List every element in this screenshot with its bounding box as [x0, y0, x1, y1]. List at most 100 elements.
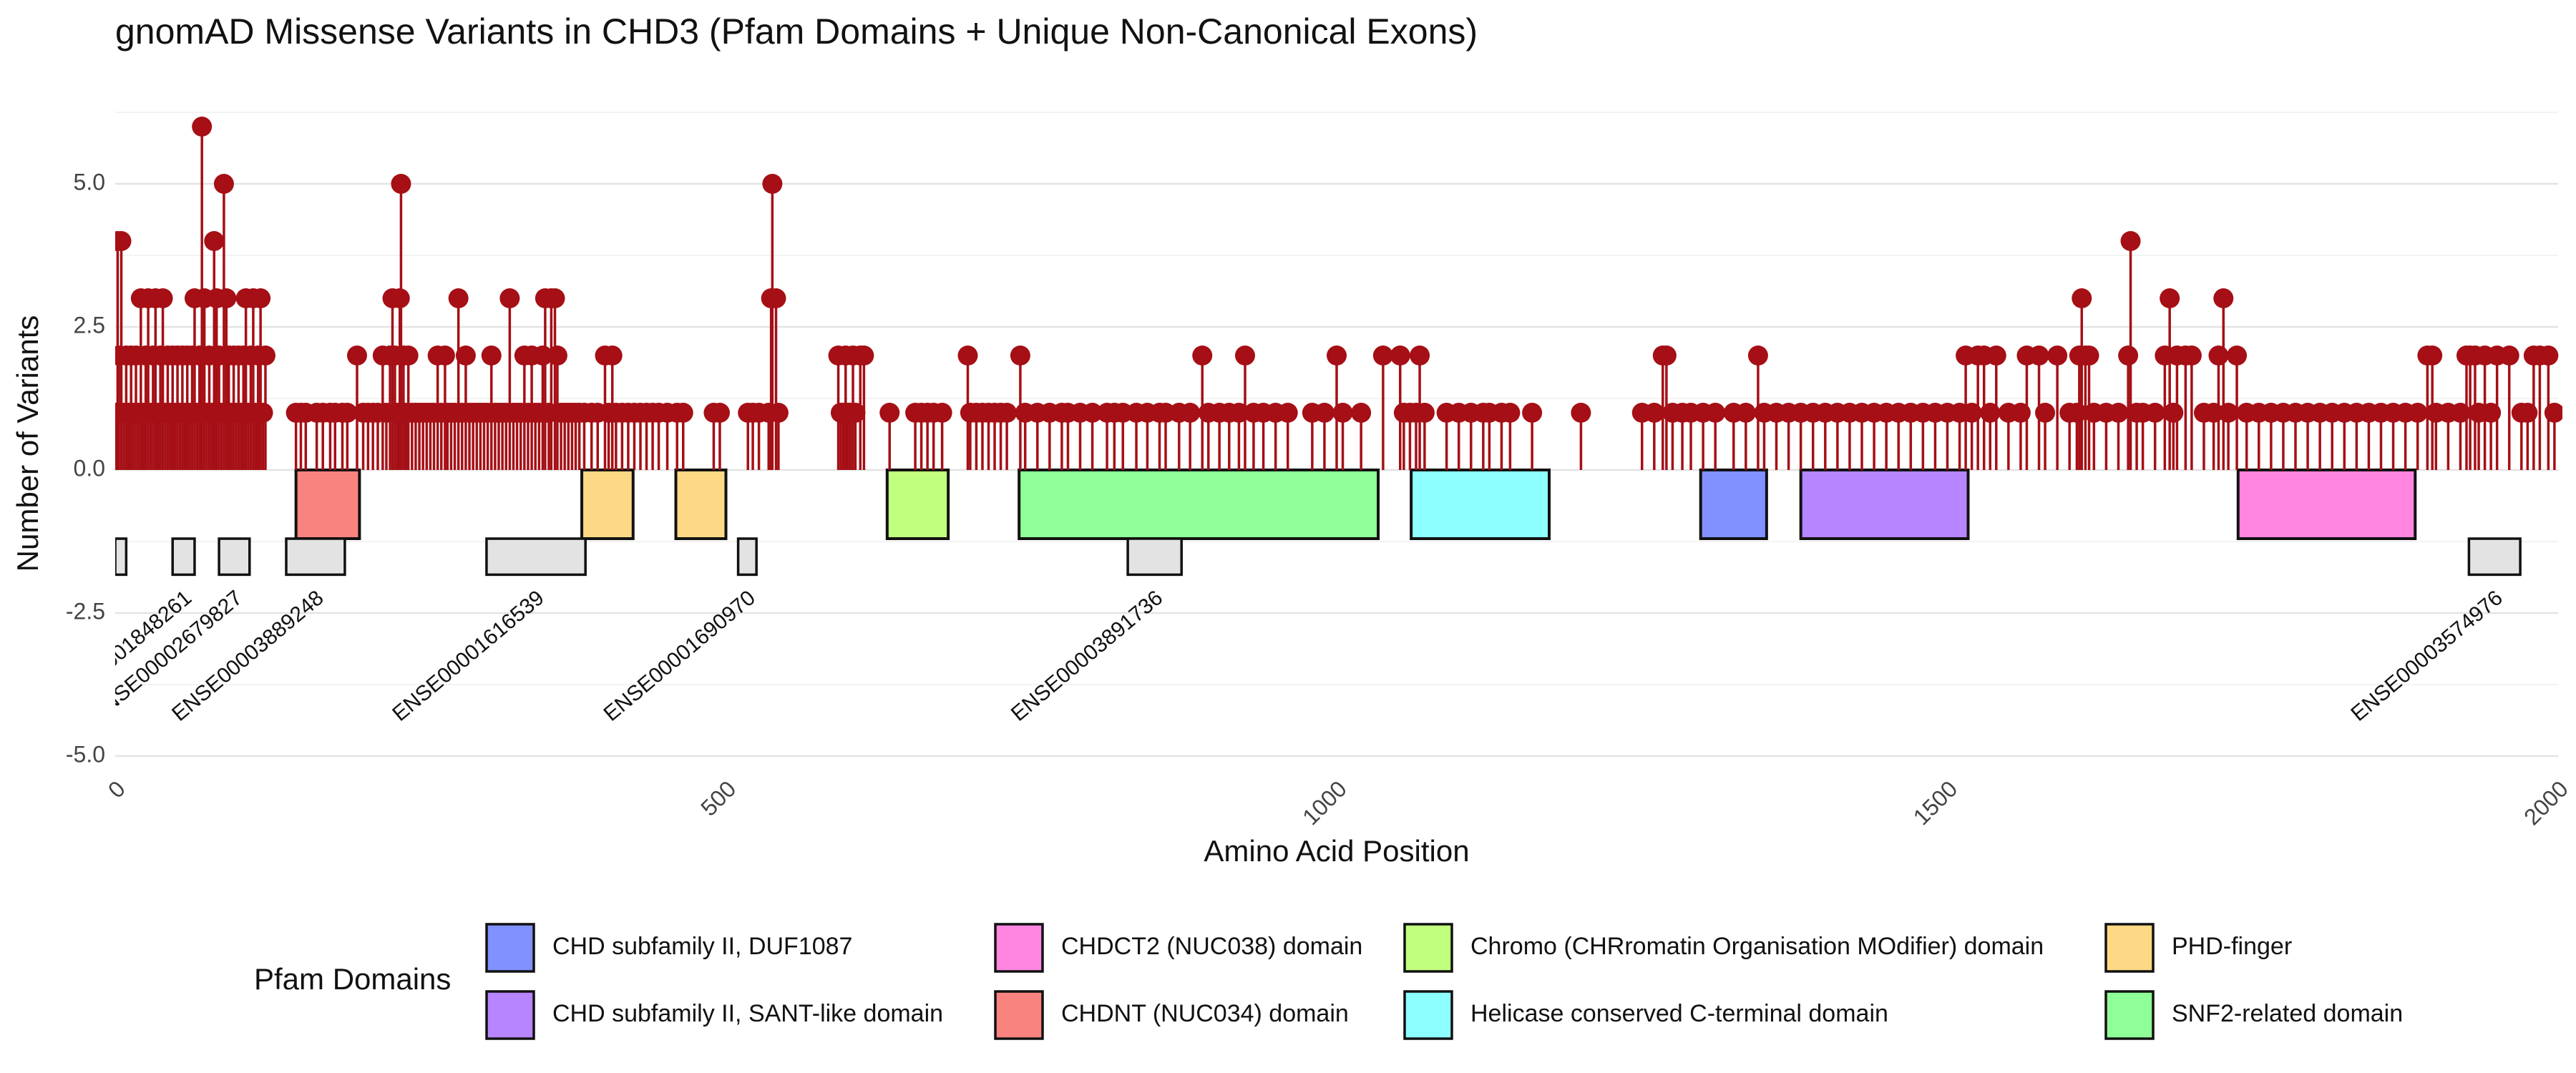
exon-label: ENSE00003891736	[1007, 586, 1167, 726]
variant-point	[2208, 346, 2229, 366]
variant-point	[1390, 346, 1410, 366]
variant-point	[1644, 403, 1664, 423]
variant-point	[932, 403, 952, 423]
variant-point	[346, 346, 367, 366]
variant-point	[152, 288, 173, 308]
variant-point	[499, 288, 520, 308]
variant-point	[762, 174, 783, 194]
legend-key	[1403, 923, 1453, 973]
variant-point	[1980, 403, 2001, 423]
variant-point	[854, 346, 874, 366]
variant-point	[2538, 346, 2559, 366]
variant-point	[2450, 403, 2471, 423]
x-tick-label: 1500	[1908, 775, 1963, 830]
variant-point	[253, 403, 273, 423]
variant-point	[389, 288, 410, 308]
y-tick-label: 0.0	[74, 455, 105, 481]
domain-rect	[294, 469, 361, 540]
exon-rect	[218, 537, 251, 577]
variant-point	[2079, 346, 2099, 366]
exon-rect	[285, 537, 346, 577]
variant-point	[673, 403, 693, 423]
exon-rect	[171, 537, 196, 577]
variant-point	[2517, 403, 2538, 423]
legend-label: CHD subfamily II, SANT-like domain	[552, 1000, 943, 1027]
domain-rect	[1410, 469, 1551, 540]
variant-point	[2181, 346, 2202, 366]
variant-point	[1277, 403, 1298, 423]
variant-point	[1522, 403, 1543, 423]
variant-point	[1234, 346, 1255, 366]
domain-rect	[580, 469, 635, 540]
variant-point	[2203, 403, 2224, 423]
variant-point	[2544, 403, 2562, 423]
variant-point	[1332, 403, 1353, 423]
y-axis-title: Number of Variants	[11, 315, 44, 572]
domain-rect	[674, 469, 728, 540]
variant-point	[1180, 403, 1201, 423]
legend-key	[2104, 990, 2155, 1040]
variant-point	[2010, 403, 2031, 423]
legend-key	[485, 923, 535, 973]
legend-title: Pfam Domains	[254, 962, 451, 996]
variant-point	[1229, 403, 1249, 423]
variant-point	[115, 231, 132, 251]
variant-point	[2160, 288, 2180, 308]
y-tick-label: 5.0	[74, 169, 105, 195]
legend-label: CHDNT (NUC034) domain	[1061, 1000, 1349, 1027]
variant-point	[481, 346, 502, 366]
exon-rect	[115, 537, 128, 577]
variant-point	[216, 288, 237, 308]
variant-point	[2145, 403, 2165, 423]
exon-label: ENSE00003574976	[2346, 586, 2507, 726]
variant-point	[1705, 403, 1726, 423]
variant-point	[1351, 403, 1372, 423]
variant-point	[2035, 403, 2056, 423]
variant-point	[1010, 346, 1030, 366]
variant-point	[2029, 346, 2049, 366]
y-tick-label: -2.5	[66, 598, 105, 624]
legend-label: PHD-finger	[2172, 933, 2292, 960]
exon-rect	[2467, 537, 2522, 577]
variant-point	[2499, 346, 2519, 366]
variant-point	[547, 346, 567, 366]
variant-point	[391, 174, 411, 194]
variant-point	[2120, 231, 2141, 251]
plot-area: ENSE00001848261ENSE00002679827ENSE000038…	[115, 117, 2562, 726]
variant-point	[255, 346, 275, 366]
variant-point	[192, 117, 213, 137]
x-tick-label: 2000	[2519, 775, 2573, 830]
legend-key	[994, 990, 1044, 1040]
x-tick-label: 500	[696, 775, 741, 820]
variant-point	[2072, 288, 2092, 308]
variant-point	[204, 231, 225, 251]
variant-point	[709, 403, 730, 423]
x-tick-label: 1000	[1297, 775, 1352, 830]
domain-rect	[1699, 469, 1768, 540]
variant-point	[1192, 346, 1213, 366]
variant-point	[1082, 403, 1103, 423]
y-tick-label: 2.5	[74, 312, 105, 338]
exon-label: ENSE00001616539	[388, 586, 548, 726]
legend: Pfam Domains CHD subfamily II, DUF1087 CHD…	[254, 923, 2403, 1040]
exon-rect	[485, 537, 587, 577]
legend-key	[485, 990, 535, 1040]
legend-label: Helicase conserved C-terminal domain	[1470, 1000, 1888, 1027]
legend-key	[2104, 923, 2155, 973]
variant-point	[2163, 403, 2184, 423]
variant-point	[398, 346, 419, 366]
variant-point	[1986, 346, 2006, 366]
variant-point	[2481, 403, 2502, 423]
variant-point	[1961, 403, 1982, 423]
variant-point	[2218, 403, 2239, 423]
domain-rect	[885, 469, 950, 540]
domain-rect	[1018, 469, 1380, 540]
domain-rect	[2236, 469, 2417, 540]
exon-rect	[736, 537, 758, 577]
variant-point	[2118, 346, 2139, 366]
variant-point	[2047, 346, 2068, 366]
variant-point	[545, 288, 565, 308]
domain-rect	[1799, 469, 1970, 540]
variant-point	[2407, 403, 2428, 423]
